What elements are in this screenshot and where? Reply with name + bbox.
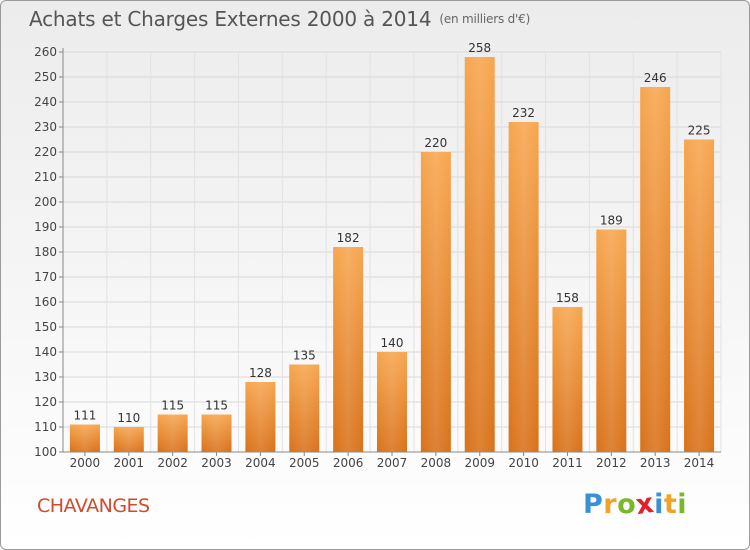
x-tick-label: 2004 bbox=[245, 456, 276, 470]
x-tick-label: 2007 bbox=[377, 456, 408, 470]
y-tick-label: 180 bbox=[34, 245, 57, 259]
y-tick-label: 230 bbox=[34, 120, 57, 134]
proxiti-logo: Proxiti bbox=[583, 487, 688, 522]
x-tick-label: 2010 bbox=[508, 456, 539, 470]
y-tick-label: 150 bbox=[34, 320, 57, 334]
x-tick-label: 2013 bbox=[640, 456, 671, 470]
logo-letter: i bbox=[677, 489, 688, 520]
bar-highlight bbox=[464, 57, 495, 452]
commune-name: CHAVANGES bbox=[37, 495, 150, 517]
x-tick-label: 2003 bbox=[201, 456, 232, 470]
y-tick-label: 260 bbox=[34, 45, 57, 59]
x-tick-label: 2009 bbox=[464, 456, 495, 470]
bars bbox=[69, 57, 715, 452]
logo-letter: o bbox=[617, 489, 637, 520]
data-label: 258 bbox=[468, 41, 491, 55]
bar-highlight bbox=[640, 87, 671, 452]
x-tick-label: 2001 bbox=[114, 456, 145, 470]
logo-letter: i bbox=[654, 489, 664, 520]
bar-highlight bbox=[377, 352, 407, 452]
labels: 100 110 120 130 140 150 160 170 180 190 200 210 220 2… bbox=[34, 41, 714, 470]
data-label: 232 bbox=[512, 106, 535, 120]
chart-title-text: Achats et Charges Externes 2000 à 2014 bbox=[29, 7, 432, 31]
data-label: 135 bbox=[293, 349, 316, 363]
data-label: 158 bbox=[556, 291, 579, 305]
bar-highlight bbox=[157, 414, 188, 452]
data-label: 128 bbox=[249, 366, 272, 380]
bar-highlight bbox=[420, 152, 451, 452]
logo-letter: P bbox=[583, 489, 604, 520]
y-tick-label: 170 bbox=[34, 270, 57, 284]
bar-highlight bbox=[596, 229, 627, 452]
bar-highlight bbox=[245, 382, 276, 452]
y-tick-label: 140 bbox=[34, 345, 57, 359]
y-tick-label: 210 bbox=[34, 170, 57, 184]
x-tick-label: 2008 bbox=[421, 456, 452, 470]
bar-highlight bbox=[69, 424, 100, 452]
logo-letter: x bbox=[634, 487, 657, 522]
y-tick-label: 220 bbox=[34, 145, 57, 159]
y-tick-label: 100 bbox=[34, 445, 57, 459]
bar-highlight bbox=[508, 122, 539, 452]
logo-letter: r bbox=[603, 489, 618, 520]
bar-highlight bbox=[289, 364, 320, 452]
y-tick-label: 110 bbox=[34, 420, 57, 434]
data-label: 140 bbox=[381, 336, 404, 350]
data-label: 246 bbox=[644, 71, 667, 85]
y-tick-label: 250 bbox=[34, 70, 57, 84]
y-tick-label: 240 bbox=[34, 95, 57, 109]
data-label: 189 bbox=[600, 214, 623, 228]
y-tick-label: 130 bbox=[34, 370, 57, 384]
logo-letter: t bbox=[663, 489, 678, 520]
data-label: 115 bbox=[161, 399, 184, 413]
x-tick-label: 2002 bbox=[157, 456, 188, 470]
x-tick-label: 2014 bbox=[684, 456, 715, 470]
y-tick-label: 200 bbox=[34, 195, 57, 209]
data-label: 182 bbox=[337, 231, 360, 245]
x-tick-label: 2012 bbox=[596, 456, 627, 470]
data-label: 110 bbox=[117, 411, 140, 425]
data-label: 115 bbox=[205, 399, 228, 413]
data-label: 111 bbox=[73, 409, 96, 423]
data-label: 225 bbox=[688, 124, 711, 138]
bar-highlight bbox=[684, 139, 715, 452]
y-tick-label: 190 bbox=[34, 220, 57, 234]
bar-highlight bbox=[552, 307, 583, 452]
x-tick-label: 2011 bbox=[552, 456, 583, 470]
y-tick-label: 120 bbox=[34, 395, 57, 409]
x-tick-label: 2006 bbox=[333, 456, 364, 470]
x-tick-label: 2005 bbox=[289, 456, 320, 470]
x-tick-label: 2000 bbox=[70, 456, 101, 470]
bar-highlight bbox=[201, 414, 232, 452]
chart-title: Achats et Charges Externes 2000 à 2014 (e… bbox=[29, 7, 530, 31]
bar-highlight bbox=[113, 427, 144, 452]
data-label: 220 bbox=[424, 136, 447, 150]
chart-subtitle: (en milliers d'€) bbox=[439, 12, 531, 26]
y-tick-label: 160 bbox=[34, 295, 57, 309]
bar-highlight bbox=[333, 247, 364, 452]
